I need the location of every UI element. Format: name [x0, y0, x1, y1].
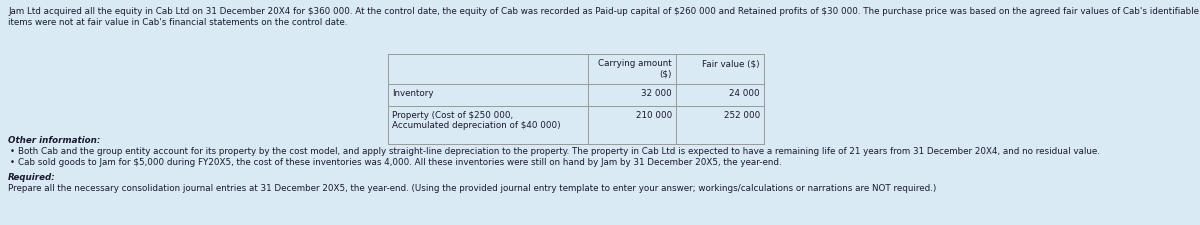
Text: Jam Ltd acquired all the equity in Cab Ltd on 31 December 20X4 for $360 000. At : Jam Ltd acquired all the equity in Cab L… [8, 7, 1200, 16]
Text: 252 000: 252 000 [724, 110, 760, 119]
Text: Required:: Required: [8, 172, 55, 181]
Text: Carrying amount
($): Carrying amount ($) [599, 59, 672, 78]
Text: Property (Cost of $250 000,
Accumulated depreciation of $40 000): Property (Cost of $250 000, Accumulated … [392, 110, 560, 130]
Text: Prepare all the necessary consolidation journal entries at 31 December 20X5, the: Prepare all the necessary consolidation … [8, 183, 936, 192]
Text: items were not at fair value in Cab's financial statements on the control date.: items were not at fair value in Cab's fi… [8, 18, 347, 27]
Text: Inventory: Inventory [392, 89, 433, 98]
Text: Other information:: Other information: [8, 135, 101, 144]
Text: Cab sold goods to Jam for $5,000 during FY20X5, the cost of these inventories wa: Cab sold goods to Jam for $5,000 during … [18, 157, 781, 166]
Text: •: • [10, 146, 16, 155]
Text: 210 000: 210 000 [636, 110, 672, 119]
Text: •: • [10, 157, 16, 166]
Text: Fair value ($): Fair value ($) [702, 59, 760, 68]
Text: 32 000: 32 000 [641, 89, 672, 98]
Text: Both Cab and the group entity account for its property by the cost model, and ap: Both Cab and the group entity account fo… [18, 146, 1100, 155]
Text: 24 000: 24 000 [730, 89, 760, 98]
